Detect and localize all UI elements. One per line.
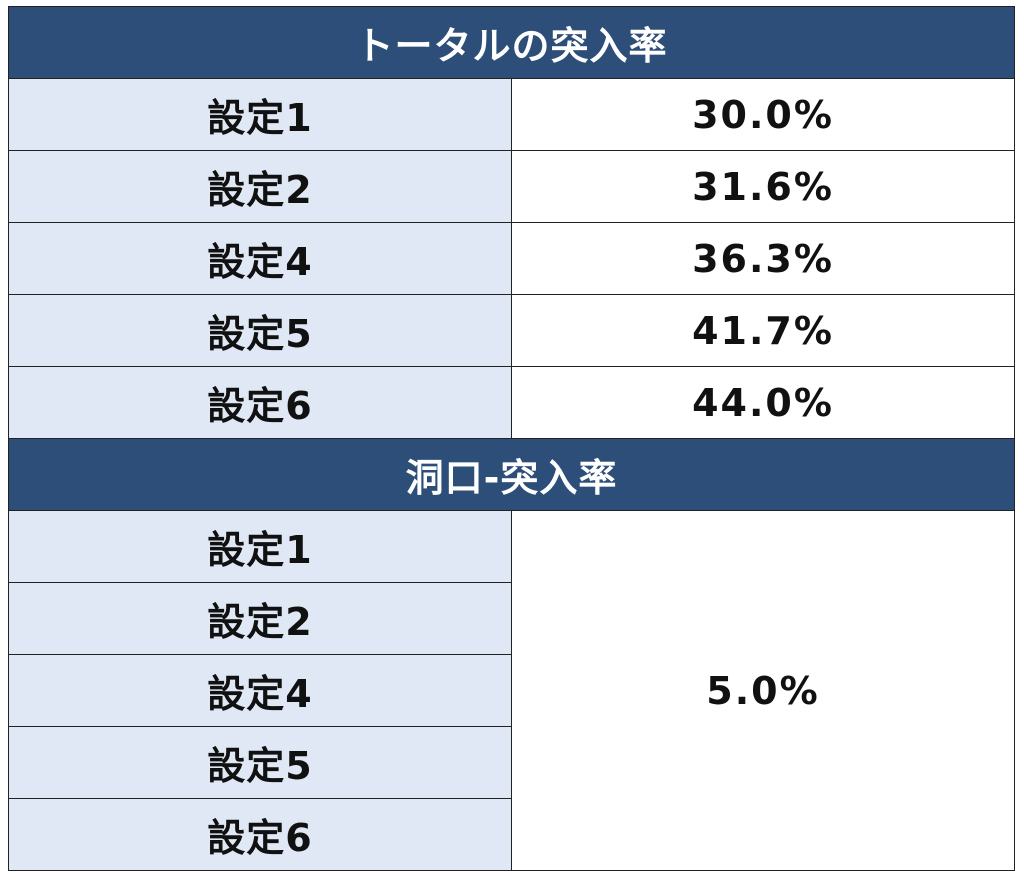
setting-label: 設定4 (8, 654, 512, 727)
table-row: 設定2 31.6% (8, 150, 1015, 223)
rate-value: 30.0% (511, 78, 1015, 151)
shared-rate-value: 5.0% (511, 510, 1015, 871)
rate-table: トータルの突入率 設定1 30.0% 設定2 31.6% 設定4 36.3% 設… (8, 6, 1015, 871)
setting-label: 設定5 (8, 294, 512, 367)
setting-label: 設定5 (8, 726, 512, 799)
cave-header-row: 洞口-突入率 (8, 438, 1015, 511)
setting-label: 設定6 (8, 798, 512, 871)
table-row: 設定6 (8, 798, 1015, 871)
setting-label: 設定1 (8, 78, 512, 151)
setting-label: 設定2 (8, 150, 512, 223)
setting-label: 設定1 (8, 510, 512, 583)
table-row: 設定1 30.0% (8, 78, 1015, 151)
total-section-title: トータルの突入率 (8, 6, 1015, 79)
rate-value: 36.3% (511, 222, 1015, 295)
table-row: 設定4 (8, 654, 1015, 727)
rate-value: 44.0% (511, 366, 1015, 439)
rate-value: 41.7% (511, 294, 1015, 367)
table-row: 設定6 44.0% (8, 366, 1015, 439)
table-row: 設定5 41.7% (8, 294, 1015, 367)
table-row: 設定1 5.0% (8, 510, 1015, 871)
setting-label: 設定2 (8, 582, 512, 655)
total-header-row: トータルの突入率 (8, 6, 1015, 79)
table-row: 設定4 36.3% (8, 222, 1015, 295)
setting-label: 設定6 (8, 366, 512, 439)
cave-section-title: 洞口-突入率 (8, 438, 1015, 511)
rate-value: 31.6% (511, 150, 1015, 223)
table-row: 設定2 (8, 582, 1015, 655)
setting-label: 設定4 (8, 222, 512, 295)
